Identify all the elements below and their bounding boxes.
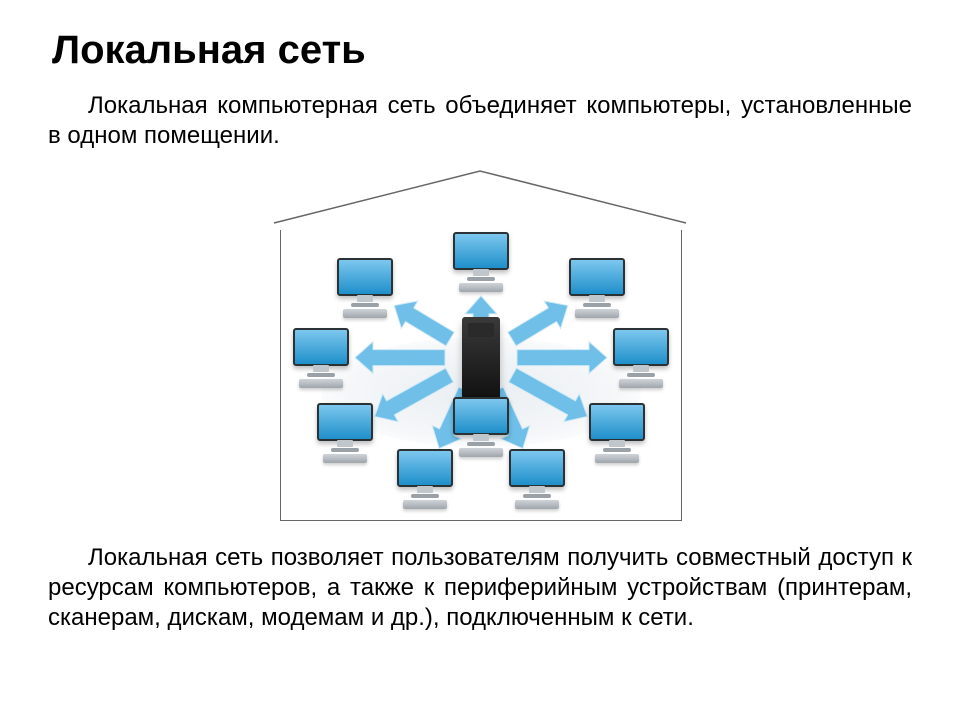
monitor-icon [569, 258, 625, 296]
house-body [280, 230, 682, 521]
keyboard-icon [459, 448, 503, 457]
monitor-stand [307, 373, 335, 377]
monitor-icon [589, 403, 645, 441]
monitor-stand [603, 448, 631, 452]
keyboard-icon [343, 309, 387, 318]
keyboard-icon [299, 379, 343, 388]
monitor-stand [523, 494, 551, 498]
page-title: Локальная сеть [52, 28, 920, 73]
monitor-icon [337, 258, 393, 296]
monitor-stand [351, 303, 379, 307]
keyboard-icon [515, 500, 559, 509]
keyboard-icon [459, 283, 503, 292]
ws-2 [567, 258, 627, 318]
keyboard-icon [403, 500, 447, 509]
keyboard-icon [595, 454, 639, 463]
server-icon [462, 317, 500, 399]
keyboard-icon [575, 309, 619, 318]
network-diagram [280, 165, 680, 521]
monitor-icon [317, 403, 373, 441]
monitor-stand [627, 373, 655, 377]
monitor-stand [411, 494, 439, 498]
ws-1 [451, 232, 511, 292]
ws-8 [291, 328, 351, 388]
intro-paragraph: Локальная компьютерная сеть объединяет к… [48, 91, 912, 151]
monitor-stand [583, 303, 611, 307]
outro-paragraph: Локальная сеть позволяет пользователям п… [48, 543, 912, 633]
monitor-icon [613, 328, 669, 366]
ws-5 [507, 449, 567, 509]
house-roof-icon [270, 165, 690, 225]
ws-4 [587, 403, 647, 463]
monitor-stand [331, 448, 359, 452]
monitor-stand [467, 277, 495, 281]
monitor-icon [293, 328, 349, 366]
keyboard-icon [323, 454, 367, 463]
monitor-stand [467, 442, 495, 446]
ws-9 [335, 258, 395, 318]
monitor-icon [397, 449, 453, 487]
monitor-icon [509, 449, 565, 487]
monitor-icon [453, 397, 509, 435]
ws-6 [395, 449, 455, 509]
monitor-icon [453, 232, 509, 270]
keyboard-icon [619, 379, 663, 388]
ws-10 [451, 397, 511, 457]
ws-3 [611, 328, 671, 388]
slide: Локальная сеть Локальная компьютерная се… [0, 0, 960, 720]
network-canvas [281, 230, 681, 520]
ws-7 [315, 403, 375, 463]
